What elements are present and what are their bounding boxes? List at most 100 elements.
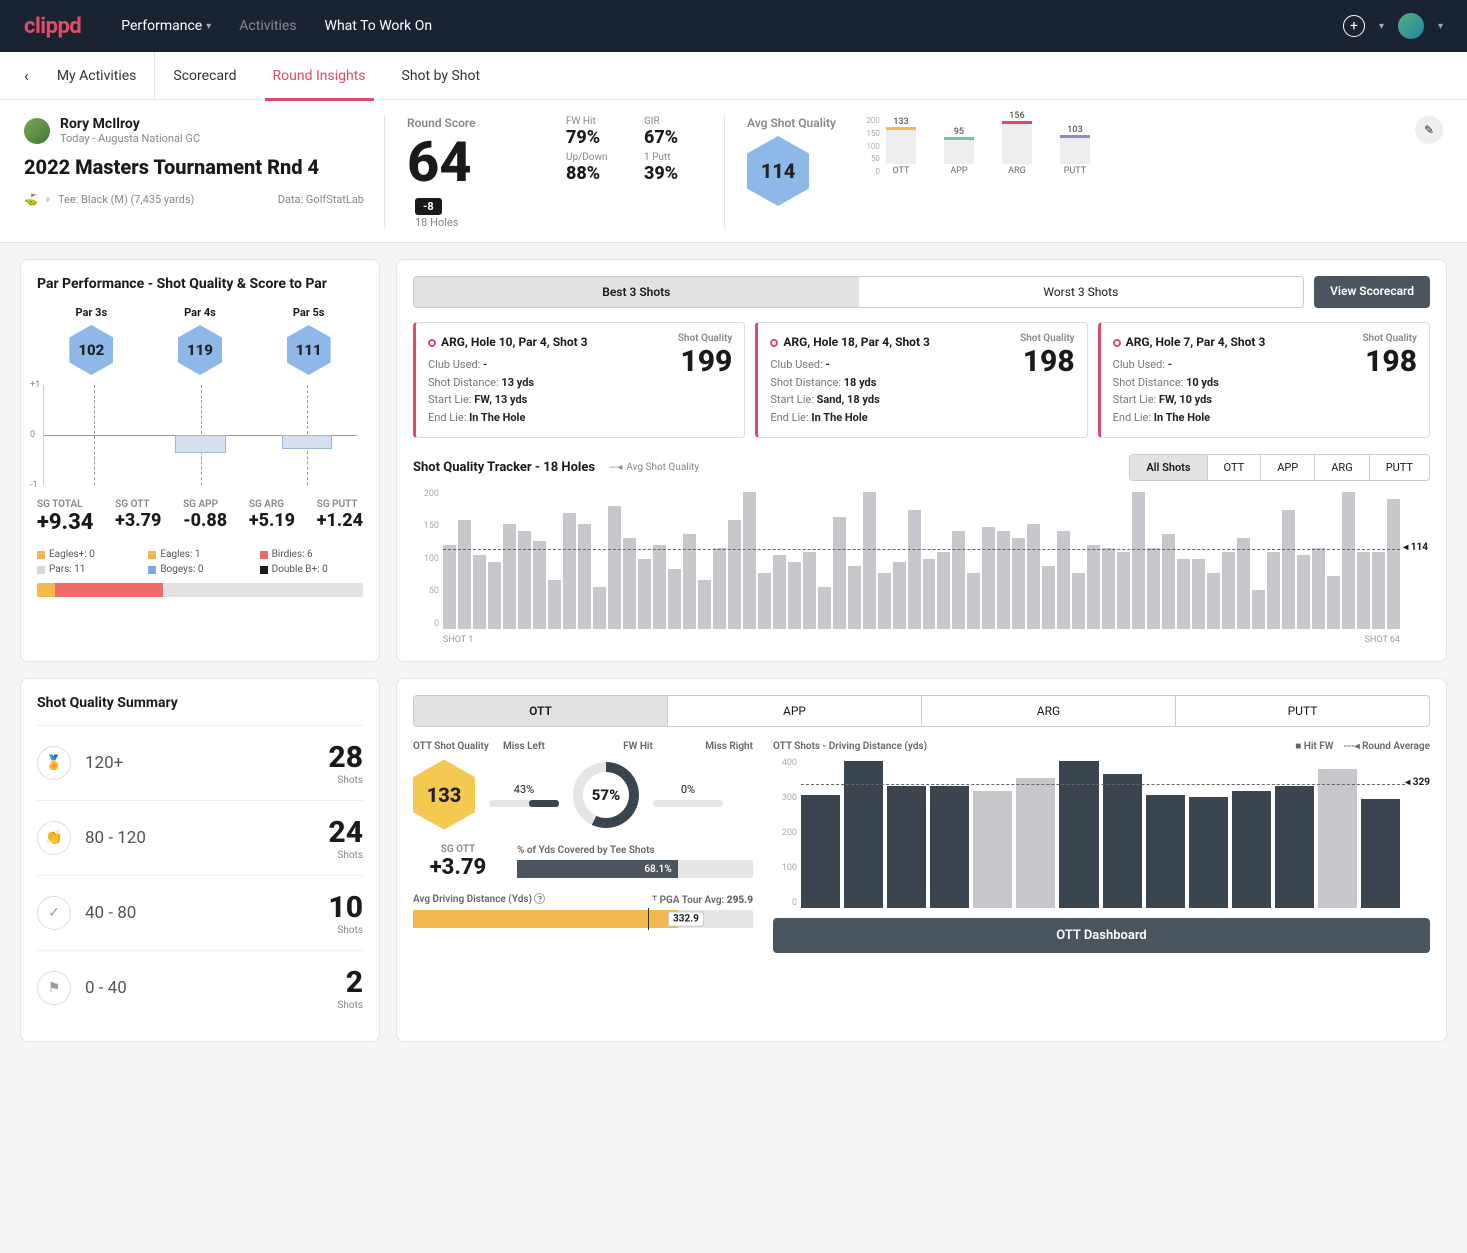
shot-card[interactable]: ARG, Hole 18, Par 4, Shot 3 Club Used: -… [755, 322, 1087, 438]
back-icon[interactable]: ‹ [24, 66, 29, 85]
subtabs: ‹ My Activities Scorecard Round Insights… [0, 52, 1467, 100]
sq-row: 👏80 - 12024Shots [37, 800, 363, 875]
ott-hdr-ml: Miss Left [503, 741, 593, 752]
holes-count: 18 Holes [415, 216, 458, 229]
legend-item: Double B+: 0 [260, 564, 363, 575]
topbar-right: +▾ ▾ [1343, 13, 1443, 39]
ott-tab-ott[interactable]: OTT [414, 696, 668, 726]
stat-1putt: 1 Putt39% [644, 152, 704, 184]
tee-info: Tee: Black (M) (7,435 yards) [58, 193, 194, 206]
ott-leg-avg: ---◂ Round Average [1344, 741, 1430, 752]
asq-hex: 114 [747, 136, 809, 206]
ott-tab-putt[interactable]: PUTT [1176, 696, 1429, 726]
player-avatar [24, 118, 50, 144]
asq-label: Avg Shot Quality [747, 116, 836, 130]
ott-card: OTTAPPARGPUTT OTT Shot Quality Miss Left… [396, 678, 1447, 1042]
nav-wtwo[interactable]: What To Work On [325, 18, 433, 34]
nav-activities[interactable]: Activities [239, 18, 296, 34]
clap-icon: 👏 [37, 821, 71, 855]
legend-item: Eagles: 1 [148, 549, 251, 560]
ott-chart-title: OTT Shots - Driving Distance (yds) [773, 741, 927, 752]
nav-performance[interactable]: Performance▾ [121, 18, 211, 34]
view-scorecard-btn[interactable]: View Scorecard [1314, 276, 1430, 308]
player-sub: Today - Augusta National GC [60, 132, 200, 145]
shot-card[interactable]: ARG, Hole 7, Par 4, Shot 3 Club Used: - … [1098, 322, 1430, 438]
tracker-tab-arg[interactable]: ARG [1315, 455, 1369, 480]
tracker-tab-all-shots[interactable]: All Shots [1130, 455, 1207, 480]
ott-hdr-fw: FW Hit [593, 741, 683, 752]
legend-item: Pars: 11 [37, 564, 140, 575]
info-icon: ? [534, 893, 545, 904]
avg-shot-quality: Avg Shot Quality 114 200150100500 133OTT… [724, 116, 1443, 230]
add-icon[interactable]: + [1343, 15, 1365, 37]
sq-row: ⚑0 - 402Shots [37, 950, 363, 1025]
sg-putt: SG PUTT+1.24 [317, 499, 363, 535]
tracker-tab-putt[interactable]: PUTT [1370, 455, 1429, 480]
legend-item: Eagles+: 0 [37, 549, 140, 560]
ott-tabs: OTTAPPARGPUTT [413, 695, 1430, 727]
stat-updown: Up/Down88% [566, 152, 626, 184]
sq-summary-card: Shot Quality Summary 🏅120+28Shots👏80 - 1… [20, 678, 380, 1042]
check-icon: ✓ [37, 896, 71, 930]
round-score: Round Score 64 -8 18 Holes FW Hit79% GIR… [384, 116, 704, 230]
worst-shots-btn[interactable]: Worst 3 Shots [859, 277, 1304, 307]
top-nav: Performance▾ Activities What To Work On [121, 18, 1343, 34]
score-value: 64 [407, 134, 472, 190]
fw-hit-donut: 57% [573, 762, 639, 828]
subtab-shotbyshot[interactable]: Shot by Shot [384, 52, 499, 100]
round-info: Rory McIlroy Today - Augusta National GC… [24, 116, 364, 230]
ott-leg-hit: ■ Hit FW [1295, 741, 1333, 752]
shot-cards: ARG, Hole 10, Par 4, Shot 3 Club Used: -… [413, 322, 1430, 438]
best-shots-btn[interactable]: Best 3 Shots [414, 277, 859, 307]
ott-hdr-sq: OTT Shot Quality [413, 741, 503, 752]
tracker-tabs: All ShotsOTTAPPARGPUTT [1129, 454, 1430, 481]
par-performance-card: Par Performance - Shot Quality & Score t… [20, 259, 380, 662]
main-grid: Par Performance - Shot Quality & Score t… [0, 243, 1467, 1058]
tracker-tab-ott[interactable]: OTT [1208, 455, 1262, 480]
score-label: Round Score [407, 116, 524, 130]
sg-total: SG TOTAL+9.34 [37, 499, 93, 535]
stat-fw: FW Hit79% [566, 116, 626, 148]
sg-row: SG TOTAL+9.34 SG OTT+3.79 SG APP-0.88 SG… [37, 499, 363, 535]
mini-bar-ott: 133OTT [886, 117, 916, 176]
sq-row: 🏅120+28Shots [37, 725, 363, 800]
sg-ott: SG OTT+3.79 [115, 499, 161, 535]
score-distribution-bar [37, 583, 363, 597]
subtab-activities[interactable]: My Activities [39, 52, 156, 100]
ott-tab-arg[interactable]: ARG [922, 696, 1176, 726]
topbar: clippd Performance▾ Activities What To W… [0, 0, 1467, 52]
ott-drive-chart: 4003002001000 ◂ 329 [773, 758, 1430, 908]
score-delta: -8 [415, 198, 442, 215]
tracker-tab-app[interactable]: APP [1261, 455, 1315, 480]
player-name: Rory McIlroy [60, 116, 200, 132]
data-source: Data: GolfStatLab [278, 193, 364, 206]
par-col: Par 4s119 [178, 306, 222, 375]
ott-right: OTT Shots - Driving Distance (yds) ■ Hit… [773, 741, 1430, 953]
best-worst-toggle: Best 3 Shots Worst 3 Shots [413, 276, 1304, 308]
tracker-title: Shot Quality Tracker - 18 Holes [413, 460, 595, 475]
ott-left: OTT Shot Quality Miss Left FW Hit Miss R… [413, 741, 753, 953]
ott-hex: 133 [413, 760, 475, 830]
sqs-title: Shot Quality Summary [37, 695, 363, 711]
par-chart: +10-1 [43, 385, 357, 485]
edit-button[interactable]: ✎ [1415, 116, 1443, 144]
ott-tab-app[interactable]: APP [668, 696, 922, 726]
tracker-chart: 200150100500 ◂ 114 [413, 489, 1430, 629]
sg-arg: SG ARG+5.19 [249, 499, 295, 535]
round-title: 2022 Masters Tournament Rnd 4 [24, 155, 364, 179]
asq-mini-chart: 200150100500 133OTT95APP156ARG103PUTT [856, 116, 1443, 230]
sg-app: SG APP-0.88 [183, 499, 227, 535]
miss-left: 43% [489, 783, 559, 807]
ott-dashboard-btn[interactable]: OTT Dashboard [773, 918, 1430, 953]
user-avatar[interactable] [1398, 13, 1424, 39]
ott-sg: SG OTT+3.79 [413, 844, 503, 880]
subtab-scorecard[interactable]: Scorecard [155, 52, 254, 100]
subtab-insights[interactable]: Round Insights [255, 52, 384, 100]
medal-icon: 🏅 [37, 746, 71, 780]
chevron-down-icon: ▾ [1379, 21, 1384, 32]
cover-block: % of Yds Covered by Tee Shots 68.1% [517, 845, 753, 878]
mini-bar-app: 95APP [944, 127, 974, 176]
mini-bar-arg: 156ARG [1002, 111, 1032, 176]
shot-card[interactable]: ARG, Hole 10, Par 4, Shot 3 Club Used: -… [413, 322, 745, 438]
logo: clippd [24, 14, 81, 39]
